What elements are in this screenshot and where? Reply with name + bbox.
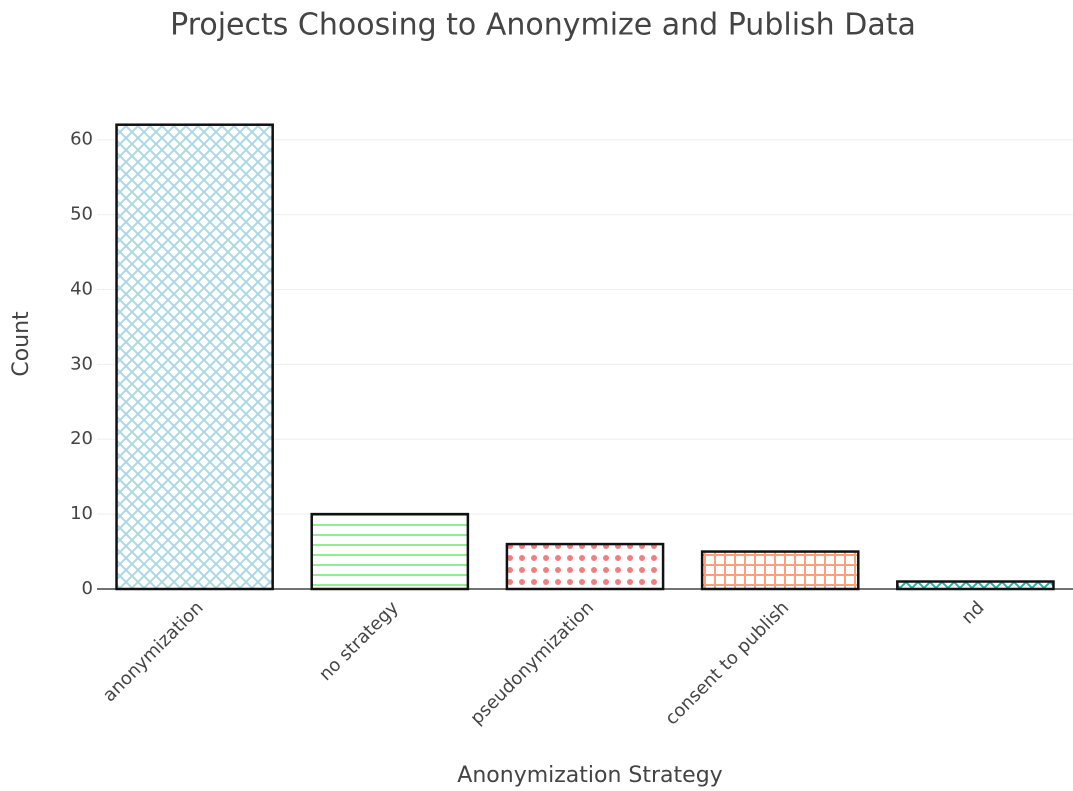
chart-title: Projects Choosing to Anonymize and Publi…: [170, 8, 916, 43]
bar: [505, 542, 665, 591]
y-tick-label: 50: [70, 204, 93, 225]
x-tick-label: consent to publish: [661, 597, 793, 729]
x-tick-label: no strategy: [315, 597, 403, 685]
y-tick-label: 40: [70, 278, 93, 299]
bar: [115, 123, 274, 591]
x-tick-label: anonymization: [99, 597, 208, 706]
x-tick-label: pseudonymization: [466, 597, 598, 729]
bar: [700, 550, 860, 591]
y-tick-label: 60: [70, 129, 93, 150]
x-axis-title: Anonymization Strategy: [457, 763, 722, 788]
y-tick-label: 30: [70, 353, 93, 374]
x-tick-label: nd: [957, 597, 988, 628]
y-tick-label: 0: [82, 578, 93, 599]
y-tick-label: 20: [70, 428, 93, 449]
y-axis-title: Count: [9, 311, 34, 377]
y-tick-label: 10: [70, 503, 93, 524]
bar: [896, 580, 1055, 591]
bar: [310, 512, 470, 591]
